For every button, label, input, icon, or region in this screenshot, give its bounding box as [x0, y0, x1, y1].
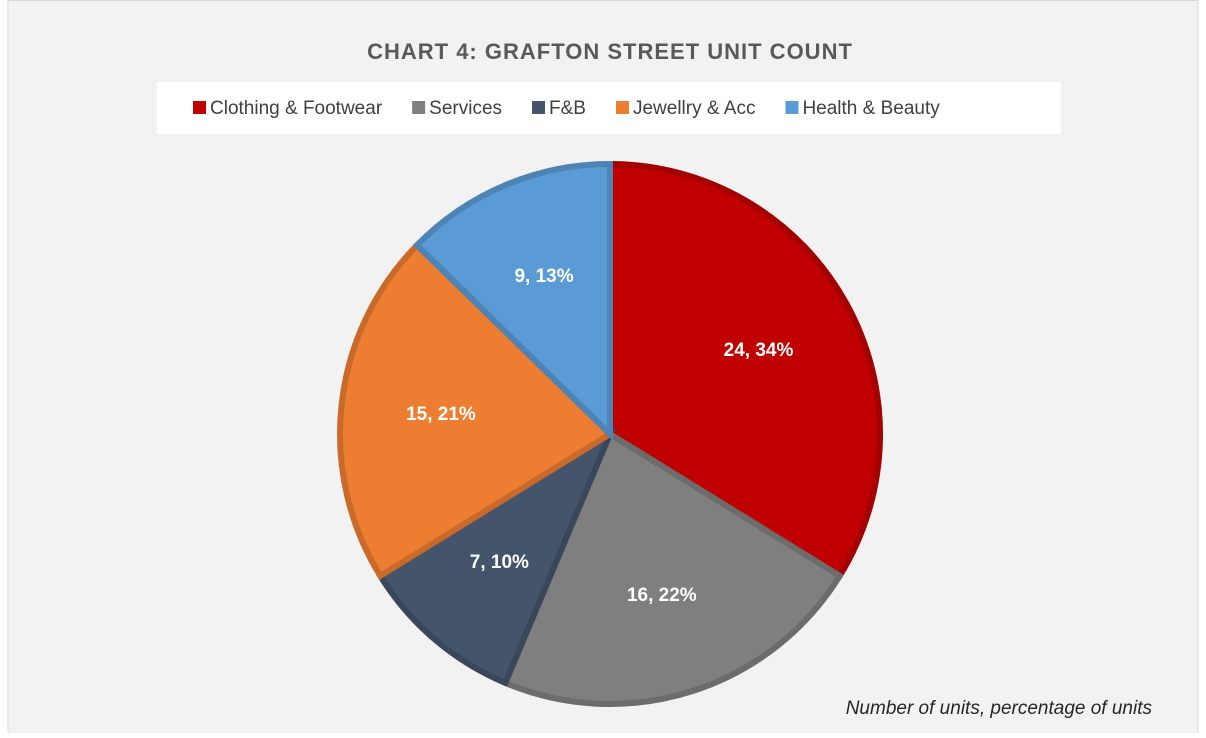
data-label: 24, 34% — [724, 340, 794, 361]
data-label: 7, 10% — [470, 552, 529, 573]
chart-title: CHART 4: GRAFTON STREET UNIT COUNT — [367, 39, 853, 64]
data-label: 9, 13% — [514, 266, 573, 287]
legend-label: Clothing & Footwear — [210, 98, 383, 119]
legend-swatch — [412, 101, 426, 114]
legend-label: Health & Beauty — [802, 98, 940, 119]
legend-label: Jewellry & Acc — [633, 98, 755, 119]
annotation: Number of units, percentage of units — [846, 698, 1153, 719]
data-label: 16, 22% — [627, 585, 697, 606]
legend-label: Services — [429, 98, 502, 119]
legend-label: F&B — [549, 98, 586, 119]
data-label: 15, 21% — [406, 404, 476, 425]
legend-swatch — [193, 101, 206, 114]
pie-slice — [412, 160, 613, 442]
legend-swatch — [785, 101, 799, 114]
pie-slice — [501, 429, 844, 707]
legend-box — [157, 82, 1061, 134]
pie-slice — [337, 240, 615, 580]
legend-swatch — [532, 101, 546, 114]
legend-swatch — [615, 101, 629, 114]
pie-slice — [376, 426, 617, 687]
